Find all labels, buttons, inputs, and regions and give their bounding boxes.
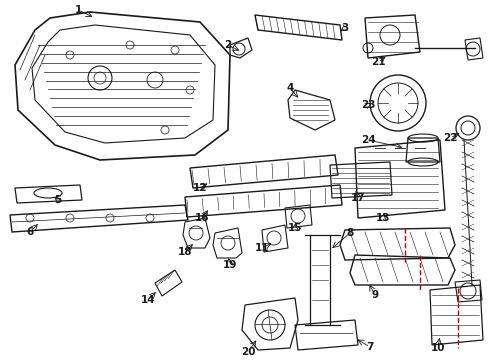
Text: 22: 22 [442,133,456,143]
Text: 12: 12 [192,183,207,193]
Text: 3: 3 [341,23,348,33]
Text: 24: 24 [360,135,375,145]
Text: 1: 1 [74,5,81,15]
Text: 15: 15 [287,223,302,233]
Text: 14: 14 [141,295,155,305]
Text: 4: 4 [286,83,293,93]
Text: 5: 5 [54,195,61,205]
Text: 11: 11 [254,243,269,253]
Text: 18: 18 [177,247,192,257]
Text: 23: 23 [360,100,374,110]
Text: 21: 21 [370,57,385,67]
Text: 20: 20 [240,347,255,357]
Text: 16: 16 [194,213,209,223]
Text: 17: 17 [350,193,365,203]
Text: 7: 7 [366,342,373,352]
Text: 10: 10 [430,343,445,353]
Text: 6: 6 [26,227,34,237]
Text: 8: 8 [346,228,353,238]
Text: 13: 13 [375,213,389,223]
Text: 9: 9 [371,290,378,300]
Text: 19: 19 [223,260,237,270]
Text: 2: 2 [224,40,231,50]
